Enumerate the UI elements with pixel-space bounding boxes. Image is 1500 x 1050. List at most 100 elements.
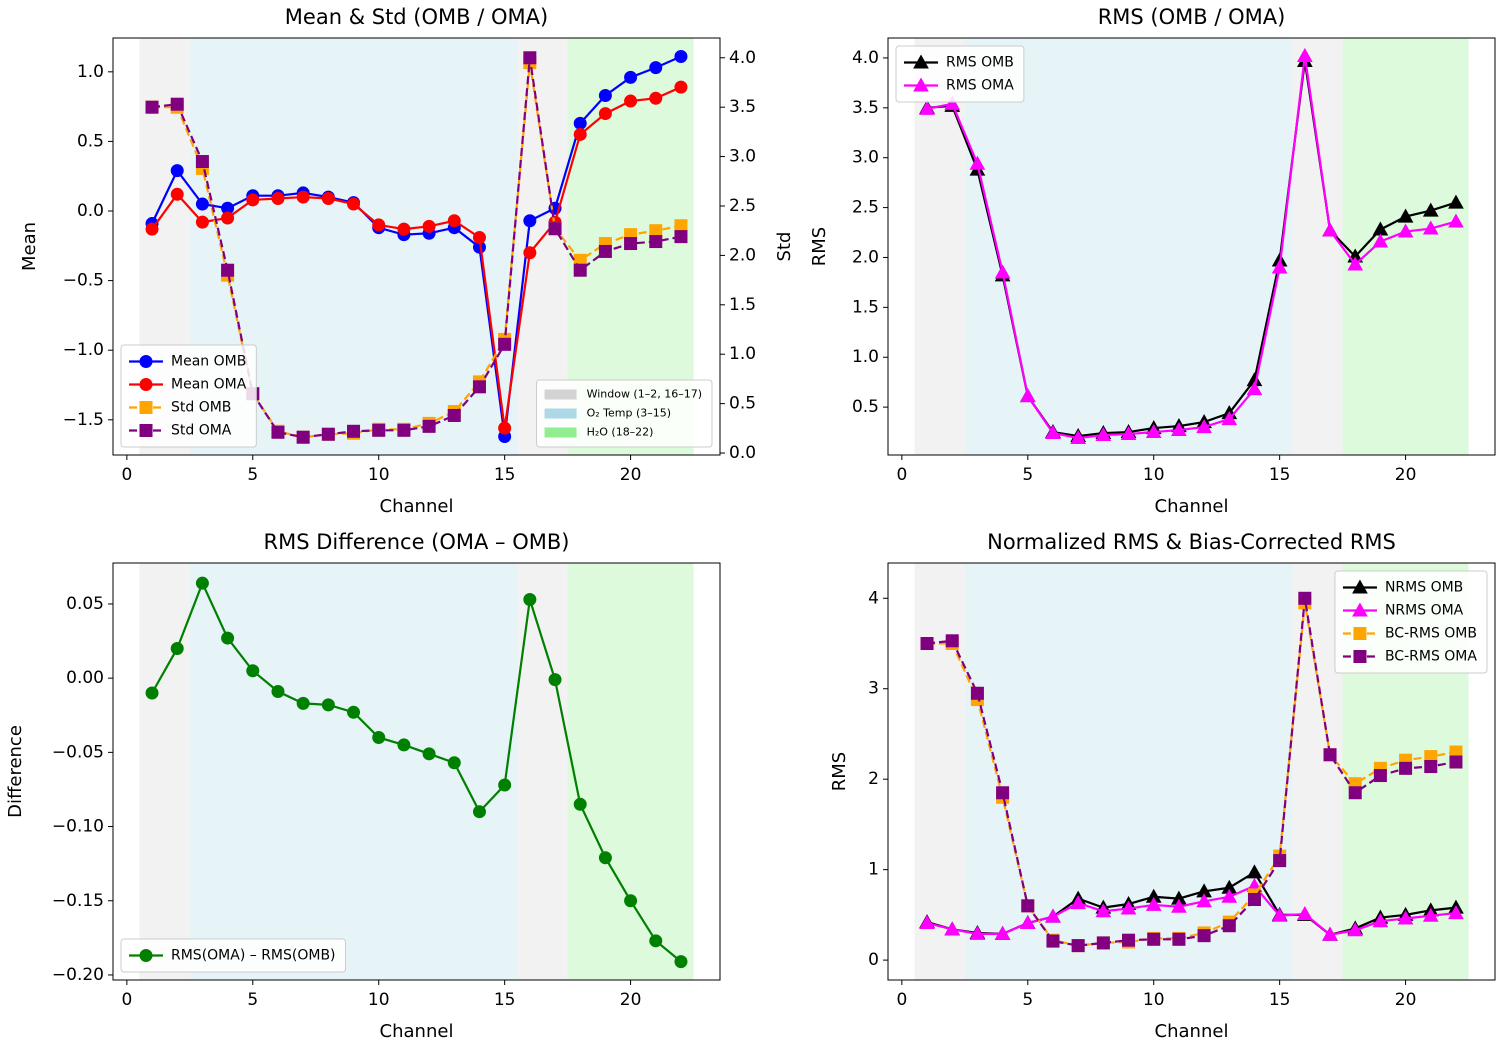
y-tick-label: −0.20 [52, 965, 104, 985]
y-tick-label: 0.05 [66, 594, 104, 614]
x-axis-label: Channel [380, 1021, 454, 1042]
data-point [674, 80, 688, 94]
y2-tick-label: 1.5 [729, 295, 756, 315]
region [567, 563, 694, 980]
y-tick-label: 2.5 [852, 198, 879, 218]
data-point [1071, 939, 1085, 953]
legend-label: Window (1–2, 16–17) [587, 388, 702, 401]
data-point [145, 686, 159, 700]
data-point [221, 263, 235, 277]
series-line [926, 598, 1457, 947]
data-point [1347, 922, 1364, 937]
x-axis-label: Channel [1155, 1021, 1229, 1042]
data-point [195, 197, 209, 211]
y-tick-label: −0.05 [52, 742, 104, 762]
data-point [1397, 910, 1414, 925]
plot-area [919, 591, 1464, 953]
data-point [1095, 427, 1112, 442]
x-tick-label: 5 [1022, 990, 1033, 1010]
data-point [372, 218, 386, 232]
data-point [296, 190, 310, 204]
legend: RMS(OMA) – RMS(OMB) [120, 938, 347, 973]
data-point [271, 191, 285, 205]
region [139, 563, 190, 980]
data-point [573, 116, 587, 130]
legend-marker [1353, 650, 1367, 663]
legend-label: O₂ Temp (3–15) [587, 407, 671, 420]
x-tick-label: 15 [1269, 465, 1291, 485]
data-point [271, 685, 285, 699]
data-point [1246, 864, 1263, 879]
x-tick-label: 15 [494, 465, 516, 485]
y2-tick-label: 4.0 [729, 48, 756, 68]
data-point [1045, 425, 1061, 440]
data-point [1045, 908, 1061, 923]
y-tick-label: −0.5 [63, 271, 104, 291]
y-axis-label: Mean [19, 222, 40, 271]
data-point [944, 95, 961, 110]
data-point [1247, 892, 1261, 906]
data-point [1171, 898, 1187, 913]
y2-tick-label: 0.0 [729, 443, 756, 463]
data-point [271, 425, 285, 439]
y-tick-label: 0.0 [77, 201, 104, 221]
data-point [598, 107, 612, 121]
y-axis-label: RMS [809, 227, 830, 266]
y-tick-label: 2 [868, 769, 879, 789]
data-point [372, 423, 386, 437]
data-point [145, 100, 159, 114]
x-tick-label: 10 [368, 465, 390, 485]
data-point [1196, 419, 1212, 434]
x-tick-label: 15 [1269, 990, 1291, 1010]
series-line [926, 884, 1457, 936]
data-point [1372, 913, 1389, 928]
panel: 0 5 10 15 20 0 1 2 3 4 Normalized RMS & Bias-Corre… [829, 530, 1496, 1042]
data-point [969, 925, 986, 940]
y-tick-label: 0.5 [852, 397, 879, 417]
data-point [1221, 411, 1238, 426]
legend-patch [544, 408, 577, 419]
data-point [1424, 760, 1438, 774]
series-line [926, 55, 1457, 440]
data-point [598, 244, 612, 258]
data-point [1171, 422, 1187, 437]
region [964, 563, 1293, 980]
x-tick-label: 10 [368, 990, 390, 1010]
x-tick-label: 0 [896, 465, 907, 485]
axes-frame [112, 562, 721, 981]
legend-marker [139, 949, 153, 962]
series-line [151, 57, 682, 439]
y-tick-label: 0.00 [66, 668, 104, 688]
region [914, 563, 965, 980]
data-point [1399, 761, 1413, 775]
legend-box [1334, 570, 1488, 674]
x-tick-label: 0 [121, 990, 132, 1010]
data-point [1120, 426, 1137, 441]
legend-label: Mean OMB [171, 354, 246, 370]
data-point [1422, 202, 1439, 217]
data-point [548, 673, 562, 687]
data-point [969, 155, 986, 170]
data-point [372, 731, 386, 745]
data-point [1448, 194, 1464, 209]
x-tick-label: 20 [1395, 465, 1417, 485]
legend-label: BC-RMS OMA [1385, 649, 1477, 665]
legend-patch [544, 389, 577, 400]
data-point [472, 230, 486, 244]
chart-title: RMS (OMB / OMA) [1098, 5, 1286, 29]
data-point [321, 698, 335, 712]
y-tick-label: −1.5 [63, 410, 104, 430]
x-tick-label: 10 [1143, 990, 1165, 1010]
y-tick-label: 1.0 [77, 62, 104, 82]
legend-patch [544, 427, 577, 438]
y-tick-label: 3.5 [852, 98, 879, 118]
legend-label: RMS OMA [946, 78, 1014, 94]
data-point [945, 634, 959, 648]
legend-marker [1352, 579, 1368, 594]
y-tick-label: 4 [868, 588, 879, 608]
y2-axis-label: Std [774, 232, 795, 262]
region [1342, 38, 1469, 455]
plot-area [145, 576, 688, 969]
data-point [1397, 208, 1414, 223]
data-point [649, 235, 663, 249]
